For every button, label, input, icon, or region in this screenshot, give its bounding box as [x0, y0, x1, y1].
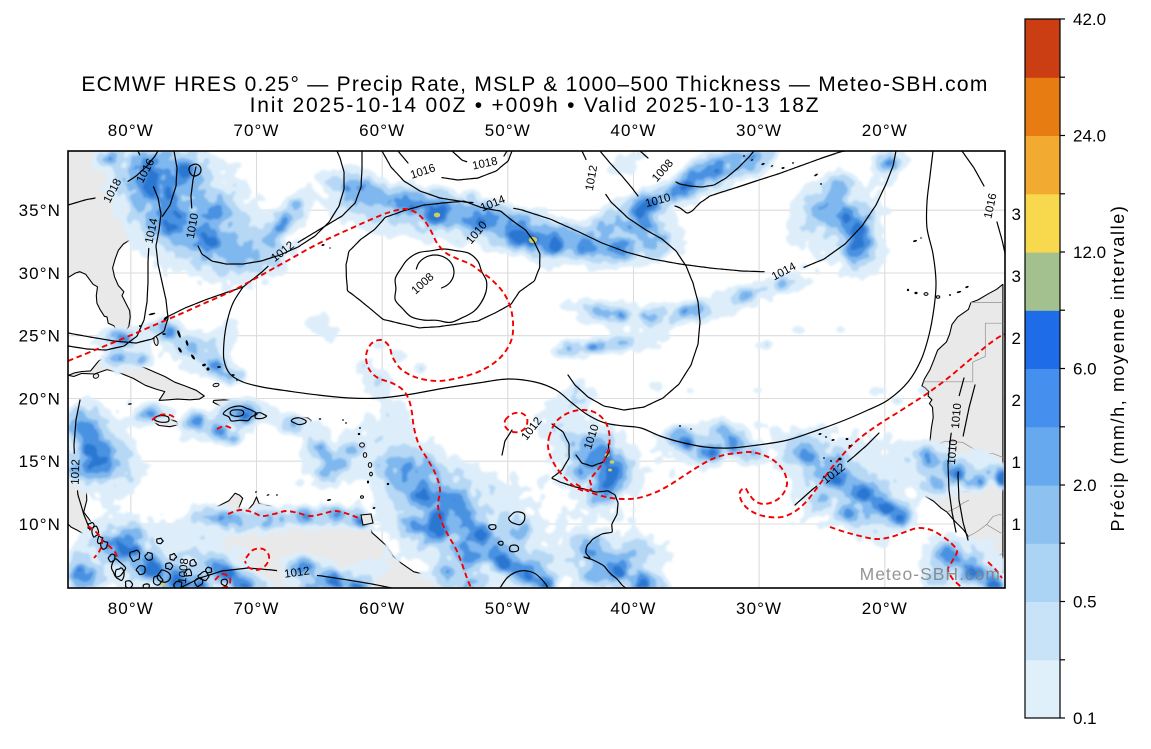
svg-text:20°W: 20°W	[862, 121, 908, 140]
svg-text:10°N: 10°N	[19, 515, 61, 534]
svg-text:1010: 1010	[946, 439, 960, 466]
svg-text:70°W: 70°W	[233, 121, 279, 140]
svg-text:1: 1	[1012, 515, 1021, 534]
svg-text:70°W: 70°W	[233, 599, 279, 618]
svg-text:1008: 1008	[177, 558, 191, 585]
svg-text:2: 2	[1012, 391, 1021, 410]
svg-text:0.1: 0.1	[1073, 709, 1097, 728]
svg-text:1016: 1016	[983, 192, 1000, 220]
svg-text:0.5: 0.5	[1073, 593, 1097, 612]
svg-text:30°W: 30°W	[736, 121, 782, 140]
svg-text:1: 1	[1012, 453, 1021, 472]
svg-text:15°N: 15°N	[19, 452, 61, 471]
svg-text:1010: 1010	[185, 212, 201, 239]
svg-text:2: 2	[1012, 329, 1021, 348]
svg-text:3: 3	[1012, 267, 1021, 286]
svg-text:20°N: 20°N	[19, 390, 61, 409]
svg-text:80°W: 80°W	[108, 121, 154, 140]
svg-text:80°W: 80°W	[108, 599, 154, 618]
svg-text:1018: 1018	[471, 156, 499, 173]
svg-text:60°W: 60°W	[359, 599, 405, 618]
svg-text:1012: 1012	[70, 459, 83, 485]
svg-text:50°W: 50°W	[485, 121, 531, 140]
svg-text:1012: 1012	[584, 164, 600, 191]
svg-text:2.0: 2.0	[1073, 476, 1097, 495]
svg-text:42.0: 42.0	[1073, 10, 1106, 29]
svg-text:50°W: 50°W	[485, 599, 531, 618]
svg-text:24.0: 24.0	[1073, 127, 1106, 146]
svg-text:6.0: 6.0	[1073, 360, 1097, 379]
svg-text:Précip (mm/h, moyenne interval: Précip (mm/h, moyenne intervalle)	[1108, 205, 1128, 532]
svg-text:30°N: 30°N	[19, 264, 61, 283]
svg-text:1014: 1014	[144, 217, 161, 245]
svg-text:1010: 1010	[950, 403, 964, 430]
svg-text:20°W: 20°W	[862, 599, 908, 618]
svg-text:40°W: 40°W	[610, 121, 656, 140]
svg-text:Init 2025-10-14 00Z • +009h •: Init 2025-10-14 00Z • +009h • Valid 2025…	[250, 94, 821, 117]
svg-text:12.0: 12.0	[1073, 243, 1106, 262]
svg-text:30°W: 30°W	[736, 599, 782, 618]
svg-text:Meteo-SBH.com: Meteo-SBH.com	[860, 564, 1001, 584]
svg-text:3: 3	[1012, 205, 1021, 224]
svg-text:ECMWF HRES 0.25° — Precip Rate: ECMWF HRES 0.25° — Precip Rate, MSLP & 1…	[81, 73, 988, 96]
svg-text:60°W: 60°W	[359, 121, 405, 140]
svg-text:40°W: 40°W	[610, 599, 656, 618]
svg-text:25°N: 25°N	[19, 327, 61, 346]
svg-text:35°N: 35°N	[19, 201, 61, 220]
svg-text:1012: 1012	[283, 565, 310, 580]
